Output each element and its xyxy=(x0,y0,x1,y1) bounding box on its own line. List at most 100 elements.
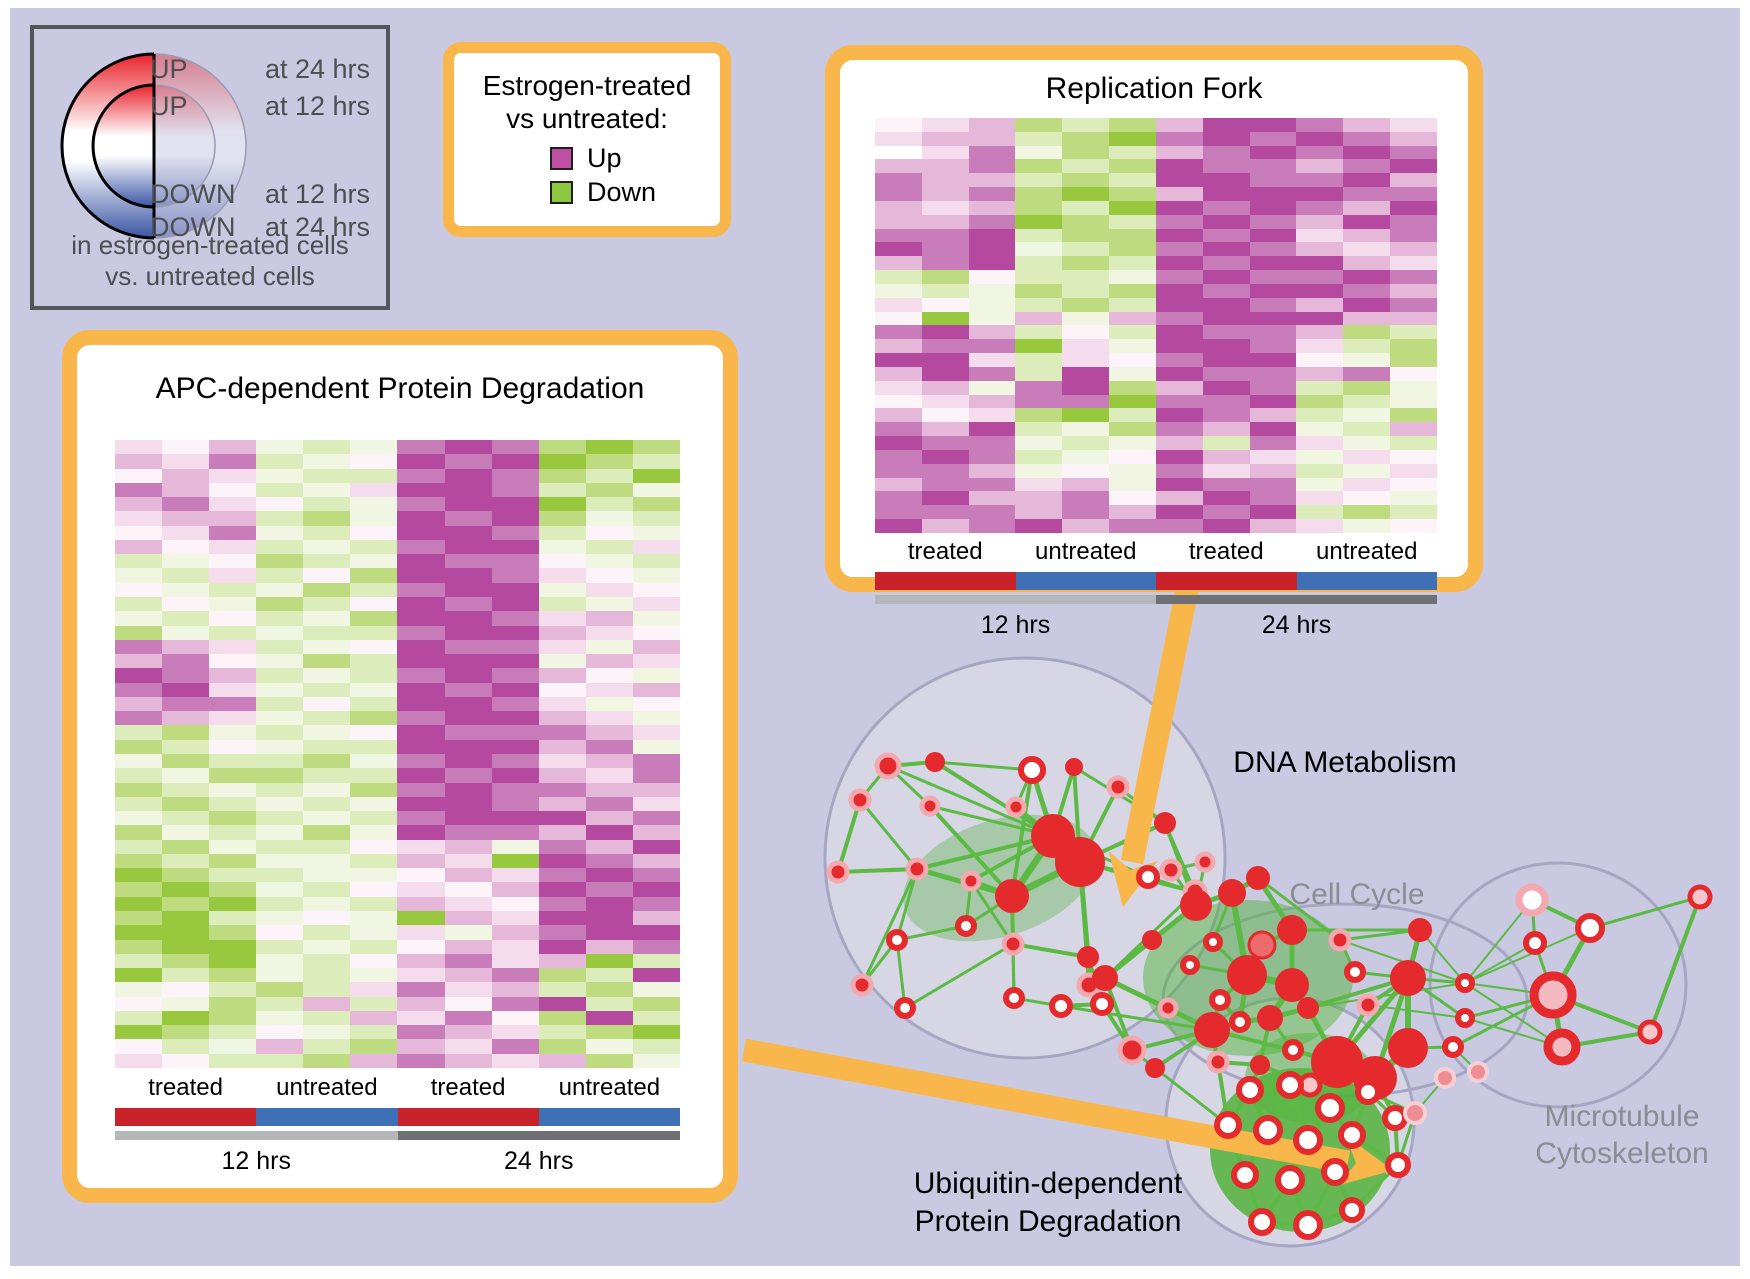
heatmap-cell xyxy=(256,968,304,983)
heatmap-cell xyxy=(256,739,304,754)
gene-node xyxy=(1277,915,1307,945)
heatmap-cell xyxy=(921,159,969,174)
heatmap-cell xyxy=(968,242,1016,257)
heatmap-cell xyxy=(538,868,586,883)
heatmap-cell xyxy=(632,1010,680,1026)
heatmap-cell xyxy=(1109,422,1156,437)
heatmap-cell xyxy=(162,511,210,526)
heatmap-cell xyxy=(209,910,257,926)
heatmap-cell xyxy=(632,868,680,883)
heatmap-cell xyxy=(350,696,398,712)
heatmap-cell xyxy=(1062,422,1110,437)
heatmap-cell xyxy=(350,868,398,883)
heatmap-cell xyxy=(1296,505,1344,520)
heatmap-cell xyxy=(491,925,539,940)
gene-node xyxy=(1248,1208,1276,1236)
heatmap-cell xyxy=(1202,408,1250,423)
heatmap-cell xyxy=(632,1025,680,1040)
heatmap-cell xyxy=(632,839,680,854)
heatmap-cell xyxy=(162,525,210,540)
heatmap-cell xyxy=(585,910,633,926)
heatmap-cell xyxy=(209,953,257,969)
heatmap-cell xyxy=(1390,505,1437,520)
heatmap-cell xyxy=(632,639,680,655)
heatmap-cell xyxy=(397,768,445,783)
heatmap-cell xyxy=(585,939,633,954)
heatmap-cell xyxy=(968,449,1016,464)
legend-item-down: Down xyxy=(550,177,656,208)
gene-node xyxy=(1293,1125,1323,1155)
heatmap-cell xyxy=(350,511,398,526)
heatmap-cell xyxy=(491,996,539,1011)
heatmap-cell xyxy=(1390,339,1437,354)
heatmap-cell xyxy=(968,477,1016,492)
gene-node xyxy=(1159,858,1183,882)
heatmap-cell xyxy=(1015,270,1063,284)
heatmap-cell xyxy=(350,825,398,840)
heatmap-cell xyxy=(397,682,445,697)
heatmap-cell xyxy=(397,739,445,754)
heatmap-cell xyxy=(162,1010,210,1026)
heatmap-cell xyxy=(115,782,163,797)
gene-node xyxy=(1049,994,1073,1018)
heatmap-cell xyxy=(491,768,539,783)
heatmap-cell xyxy=(538,711,586,726)
heatmap-cell xyxy=(968,436,1016,450)
gene-node xyxy=(1065,758,1083,776)
heatmap-cell xyxy=(1155,118,1203,132)
heatmap-cell xyxy=(115,654,163,669)
heatmap-cell xyxy=(1390,297,1437,312)
heatmap-cell xyxy=(968,228,1016,243)
heatmap-cell xyxy=(397,668,445,683)
heatmap-cell xyxy=(303,625,351,640)
heatmap-cell xyxy=(1390,187,1437,201)
heatmap-cell xyxy=(632,525,680,540)
heatmap-cell xyxy=(1390,366,1437,381)
heatmap-cell xyxy=(1202,519,1250,533)
heatmap-cell xyxy=(1109,311,1156,326)
heatmap-cell xyxy=(491,939,539,954)
heatmap-cell xyxy=(1062,187,1110,201)
heatmap-cell xyxy=(1015,159,1063,174)
heatmap-cell xyxy=(397,725,445,740)
network-edge xyxy=(1464,982,1563,1048)
heatmap-cell xyxy=(209,596,257,612)
heatmap-cell xyxy=(538,482,586,498)
heatmap-cell xyxy=(1343,214,1391,229)
heatmap-cell xyxy=(632,568,680,583)
heatmap-cell xyxy=(1296,145,1344,160)
heatmap-cell xyxy=(921,242,969,257)
gene-node xyxy=(1543,1028,1581,1066)
heatmap-cell xyxy=(1202,214,1250,229)
heatmap-cell xyxy=(209,1039,257,1054)
gene-node xyxy=(894,997,916,1019)
heatmap-cell xyxy=(350,796,398,812)
gene-node xyxy=(919,795,941,817)
condition-color-bar xyxy=(1156,572,1297,590)
heatmap-cell xyxy=(115,596,163,612)
heatmap-cell xyxy=(397,853,445,869)
heatmap-cell xyxy=(1249,173,1297,188)
heatmap-cell xyxy=(538,896,586,911)
network-edge xyxy=(896,924,967,942)
heatmap-cell xyxy=(1390,436,1437,450)
network-edge xyxy=(887,764,1054,838)
heatmap-cell xyxy=(1155,297,1203,312)
heatmap-cell xyxy=(875,366,922,381)
gene-node xyxy=(1403,1101,1427,1125)
heatmap-cell xyxy=(1155,325,1203,340)
heatmap-cell xyxy=(491,739,539,754)
heatmap-cell xyxy=(115,939,163,954)
heatmap-cell xyxy=(1202,325,1250,340)
heatmap-cell xyxy=(350,882,398,897)
heatmap-cell xyxy=(303,639,351,655)
heatmap-cell xyxy=(538,596,586,612)
heatmap-cell xyxy=(1015,283,1063,298)
heatmap-cell xyxy=(538,910,586,926)
heatmap-cell xyxy=(491,696,539,712)
heatmap-cell xyxy=(1202,118,1250,132)
heatmap-cell xyxy=(350,782,398,797)
heatmap-cell xyxy=(115,568,163,583)
heatmap-cell xyxy=(1390,131,1437,146)
